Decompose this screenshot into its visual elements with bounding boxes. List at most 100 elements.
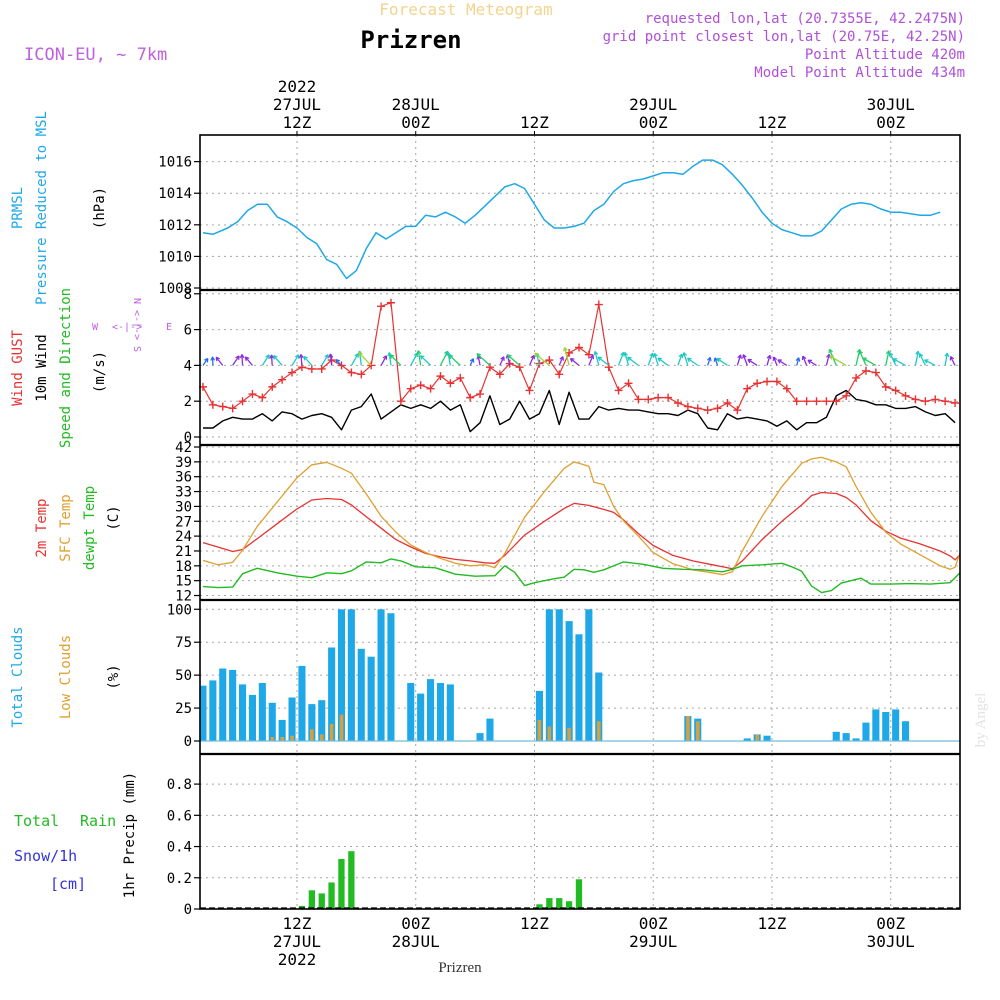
wind-arrow (232, 355, 240, 366)
wind-arrow (273, 355, 283, 366)
wind-arrow (885, 350, 890, 366)
low-cloud-bar (310, 729, 314, 741)
model-altitude: Model Point Altitude 434m (754, 65, 965, 81)
total-cloud-bar (417, 693, 425, 741)
wind-arrow (476, 353, 491, 366)
total-cloud-bar (347, 609, 355, 741)
wind-arrow (534, 352, 550, 366)
total-cloud-bar (545, 609, 553, 741)
wind-arrow (807, 359, 817, 366)
wind-arrow-head (476, 353, 481, 358)
y-tick-label: 0.2 (167, 871, 192, 887)
rain-label: Rain (80, 812, 116, 830)
wind-arrow-head (627, 356, 632, 362)
wind-arrow (420, 355, 432, 366)
plot-frame (199, 134, 961, 910)
wind-arrow-head (686, 357, 692, 363)
gust-marker (614, 386, 623, 395)
gust-marker (386, 298, 395, 307)
wind-arrow (683, 352, 689, 366)
total-cloud-bar (357, 648, 365, 741)
total-cloud-bar (328, 647, 336, 741)
gust-marker (733, 406, 742, 415)
total-cloud-bar (288, 697, 296, 741)
wind-arrow (350, 353, 359, 366)
gust-marker (357, 370, 366, 379)
wind-arrow (773, 356, 778, 366)
low-cloud-bar (686, 716, 690, 741)
wind-arrow-head (203, 357, 209, 363)
wind-arrow (777, 359, 788, 366)
gust-marker (396, 397, 405, 406)
total-cloud-bar (743, 738, 751, 741)
gust-marker (258, 393, 267, 402)
bottom-time-label: 12Z (283, 914, 312, 933)
wind-arrow (736, 354, 742, 366)
total-cloud-bar (407, 683, 415, 741)
wind-arrow-head (924, 359, 929, 364)
wind-arrow-head (918, 353, 924, 358)
total-cloud-bar (555, 609, 563, 741)
wind-arrow (949, 356, 956, 366)
compass-arrows-h: <-|-> (112, 322, 142, 333)
wind-arrow (924, 359, 936, 366)
wind-arrow (657, 357, 669, 366)
wind-arrow (858, 350, 867, 366)
wind-arrow (321, 354, 329, 366)
wind-arrow-head (269, 354, 275, 359)
y-tick-label: 1008 (158, 281, 192, 297)
wind-arrow (329, 353, 333, 366)
top-time-label: 27JUL (273, 95, 321, 114)
y-tick-label: 6 (184, 323, 192, 339)
total-cloud-bar (832, 731, 840, 741)
total-cloud-bar (318, 700, 326, 741)
bottom-time-label: 30JUL (867, 932, 915, 951)
y-tick-label: 0 (184, 430, 192, 446)
total-cloud-bar (575, 634, 583, 741)
total-cloud-bar (892, 709, 900, 741)
gust-marker (901, 391, 910, 400)
wind-arrow (570, 357, 580, 366)
wind-arrow-head (235, 355, 240, 360)
y-tick-label: 27 (175, 514, 192, 530)
compass-w: W (92, 322, 99, 333)
low-cloud-bar (567, 727, 571, 741)
gust-marker (307, 364, 316, 373)
gust-marker (782, 384, 791, 393)
wind-arrow-head (949, 355, 955, 361)
wind-arrow (594, 351, 600, 366)
bottom-time-label: 28JUL (392, 932, 440, 951)
top-time-label: 28JUL (392, 95, 440, 114)
pressure-label: PRMSL (10, 187, 26, 229)
low-cloud-bar (280, 737, 284, 741)
point-altitude: Point Altitude 420m (805, 47, 965, 63)
y-tick-label: 33 (175, 485, 192, 501)
gust-marker (644, 395, 653, 404)
total-cloud-bar (268, 702, 276, 741)
wind-arrow-head (569, 357, 575, 363)
wind-dir-label: Speed and Direction (58, 288, 74, 448)
precip-bar (556, 898, 563, 909)
total-cloud-bar (337, 609, 345, 741)
wind-arrow-head (382, 355, 388, 360)
top-time-label: 30JUL (867, 95, 915, 114)
gust-marker (792, 397, 801, 406)
wind-arrow-head (389, 354, 395, 359)
total-cloud-bar (387, 613, 395, 741)
wind-arrow-head (777, 359, 782, 364)
wind-arrow-head (589, 354, 595, 360)
gust-marker (951, 398, 960, 407)
gust-marker (268, 382, 277, 391)
top-time-label: 00Z (876, 113, 905, 132)
y-tick-labels: 1008101010121014101602468121518212427303… (158, 155, 200, 918)
gust-marker (812, 397, 821, 406)
gust-marker (466, 393, 475, 402)
wind-panel (198, 298, 960, 433)
wind-arrow (653, 353, 659, 366)
wind-arrow-head (303, 355, 308, 361)
wind-arrow-head (448, 354, 454, 360)
wind-arrow (796, 357, 800, 366)
wind-arrow-head (597, 356, 603, 361)
wind-arrow-head (265, 354, 270, 359)
